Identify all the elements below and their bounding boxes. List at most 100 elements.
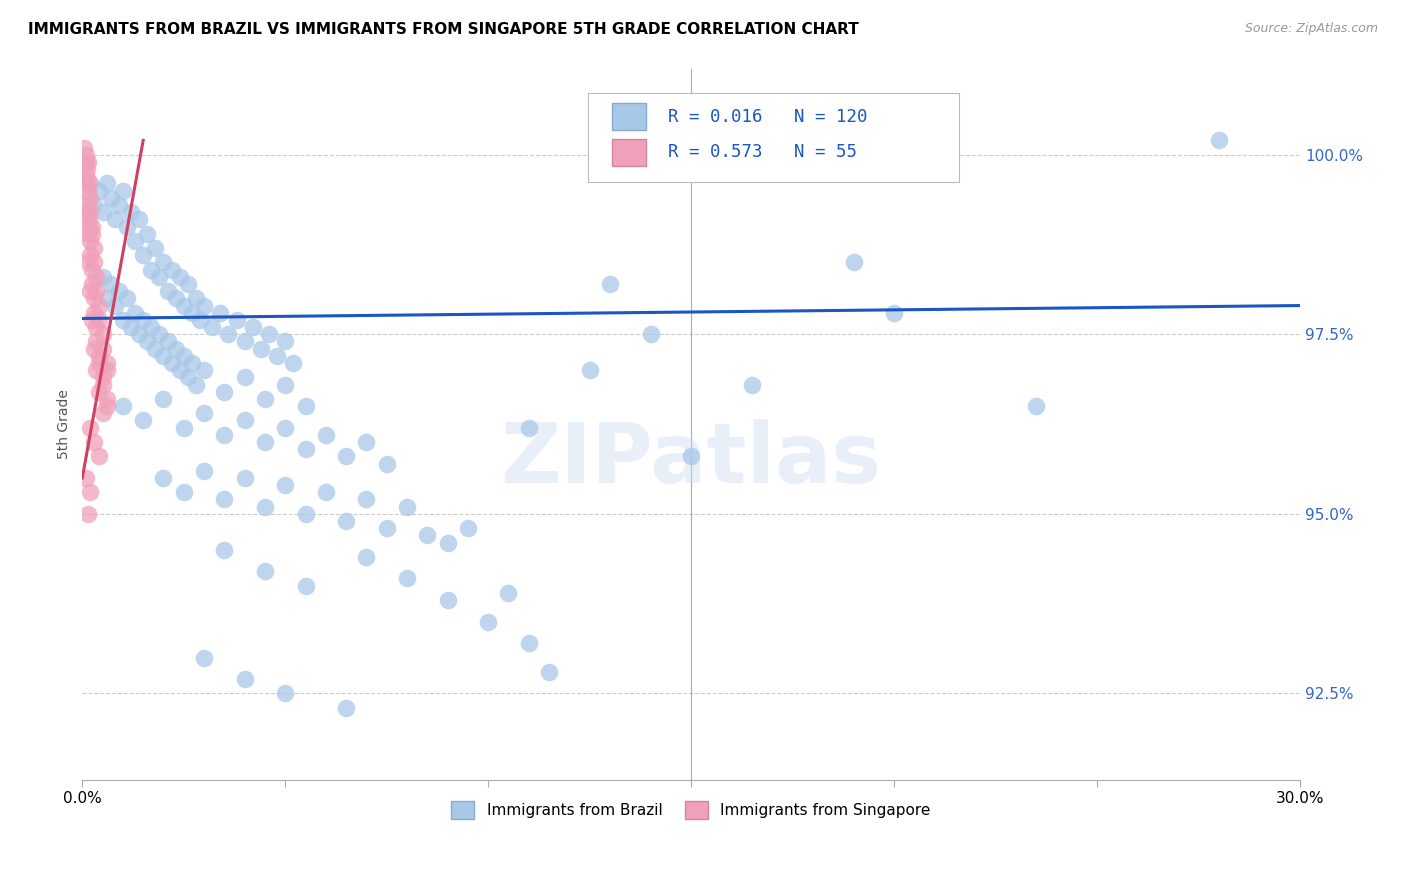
Point — [87, 313, 110, 327]
Point — [233, 471, 256, 485]
Point — [177, 370, 200, 384]
Point — [96, 399, 118, 413]
Point — [193, 406, 215, 420]
Point — [335, 450, 357, 464]
Point — [83, 342, 105, 356]
Point — [87, 184, 110, 198]
FancyBboxPatch shape — [612, 139, 647, 166]
Point — [498, 586, 520, 600]
Point — [193, 464, 215, 478]
Point — [143, 241, 166, 255]
Point — [108, 198, 131, 212]
Point — [294, 399, 316, 413]
Point — [82, 219, 104, 234]
Point — [253, 435, 276, 450]
Point — [201, 320, 224, 334]
Point — [681, 450, 703, 464]
Point — [91, 377, 114, 392]
Point — [294, 442, 316, 457]
Text: IMMIGRANTS FROM BRAZIL VS IMMIGRANTS FROM SINGAPORE 5TH GRADE CORRELATION CHART: IMMIGRANTS FROM BRAZIL VS IMMIGRANTS FRO… — [28, 22, 859, 37]
Point — [128, 212, 150, 227]
Point — [156, 334, 179, 349]
Point — [148, 327, 170, 342]
Point — [1025, 399, 1047, 413]
Text: Source: ZipAtlas.com: Source: ZipAtlas.com — [1244, 22, 1378, 36]
Point — [77, 154, 100, 169]
Point — [79, 191, 101, 205]
Point — [79, 284, 101, 298]
Point — [96, 177, 118, 191]
Point — [356, 492, 378, 507]
Point — [233, 370, 256, 384]
Point — [77, 212, 100, 227]
Point — [86, 284, 108, 298]
Point — [83, 306, 105, 320]
Point — [193, 650, 215, 665]
Point — [315, 485, 337, 500]
Point — [128, 327, 150, 342]
Point — [214, 542, 236, 557]
Point — [82, 227, 104, 241]
Point — [253, 564, 276, 578]
Point — [1208, 133, 1230, 147]
Point — [83, 435, 105, 450]
Point — [91, 342, 114, 356]
Point — [132, 413, 155, 427]
Point — [375, 457, 398, 471]
Point — [217, 327, 239, 342]
Point — [294, 579, 316, 593]
Point — [91, 205, 114, 219]
Point — [477, 615, 499, 629]
Point — [517, 420, 540, 434]
Point — [82, 313, 104, 327]
Point — [96, 392, 118, 406]
Point — [143, 342, 166, 356]
Point — [578, 363, 600, 377]
Point — [356, 549, 378, 564]
Point — [100, 277, 122, 291]
Point — [375, 521, 398, 535]
Point — [75, 169, 97, 184]
Point — [132, 248, 155, 262]
Point — [160, 262, 183, 277]
Point — [214, 492, 236, 507]
Point — [82, 277, 104, 291]
Point — [111, 313, 134, 327]
Point — [86, 334, 108, 349]
Point — [83, 291, 105, 305]
Point — [193, 363, 215, 377]
Point — [177, 277, 200, 291]
Point — [75, 205, 97, 219]
Point — [108, 284, 131, 298]
Text: R = 0.573   N = 55: R = 0.573 N = 55 — [668, 144, 858, 161]
Point — [75, 154, 97, 169]
Point — [274, 334, 297, 349]
Point — [96, 363, 118, 377]
Point — [165, 342, 187, 356]
Point — [91, 406, 114, 420]
Point — [79, 205, 101, 219]
Point — [152, 349, 174, 363]
Point — [233, 334, 256, 349]
Point — [83, 241, 105, 255]
Point — [83, 198, 105, 212]
Point — [640, 327, 662, 342]
Point — [209, 306, 232, 320]
Point — [100, 191, 122, 205]
Point — [184, 377, 207, 392]
Point — [86, 269, 108, 284]
Point — [395, 572, 418, 586]
FancyBboxPatch shape — [588, 94, 959, 182]
Point — [132, 313, 155, 327]
Point — [356, 435, 378, 450]
Point — [173, 299, 195, 313]
Point — [136, 227, 159, 241]
Point — [599, 277, 621, 291]
Point — [173, 349, 195, 363]
Point — [266, 349, 288, 363]
Point — [141, 262, 163, 277]
Text: ZIPatlas: ZIPatlas — [501, 419, 882, 500]
Point — [184, 291, 207, 305]
Point — [741, 377, 763, 392]
Point — [233, 672, 256, 686]
